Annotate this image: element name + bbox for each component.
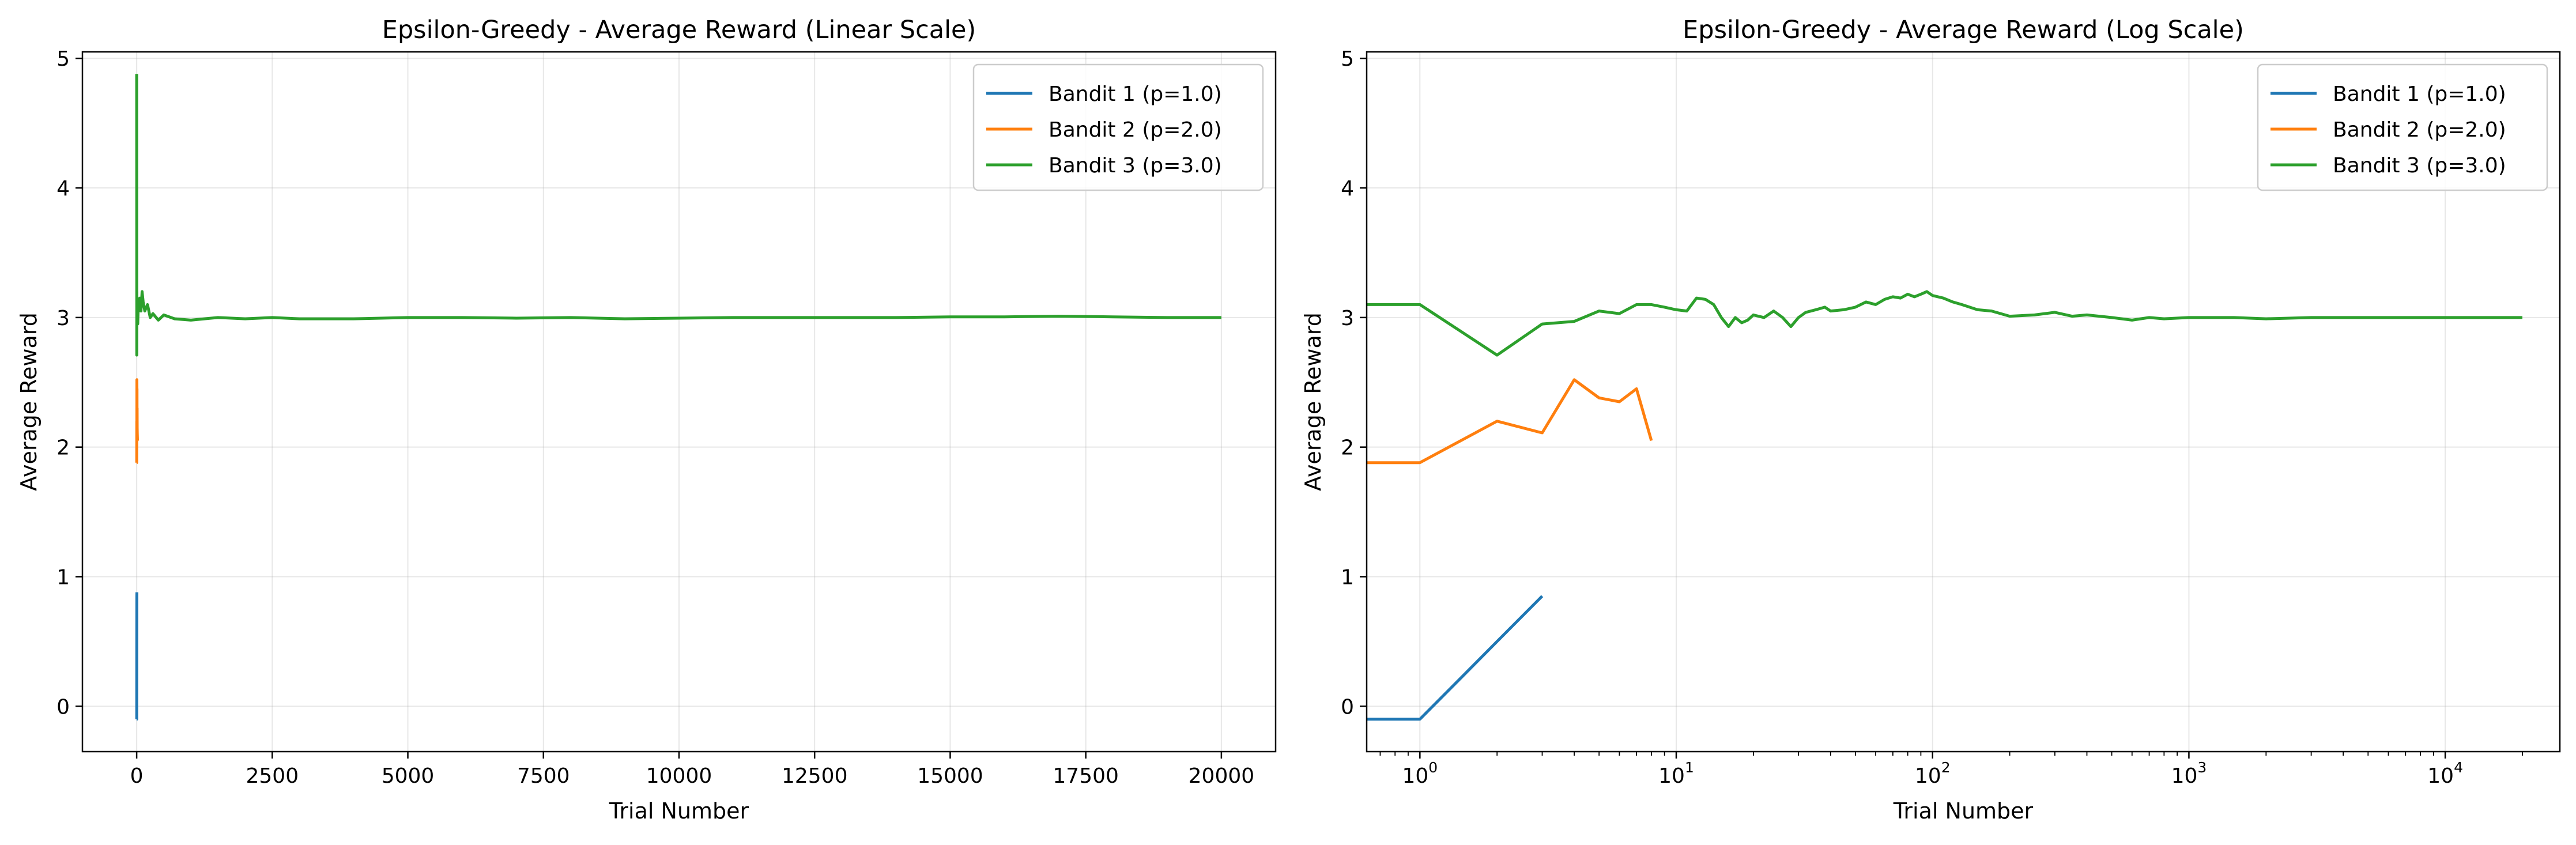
y-tick-label: 5 xyxy=(1341,47,1354,71)
x-tick-label: 10000 xyxy=(646,764,712,788)
legend: Bandit 1 (p=1.0) Bandit 2 (p=2.0) Bandit 3… xyxy=(972,63,1264,191)
x-tick-label: 0 xyxy=(130,764,144,788)
legend-label-3: Bandit 3 (p=3.0) xyxy=(1048,154,1222,178)
legend-label-3: Bandit 3 (p=3.0) xyxy=(2333,154,2506,178)
x-tick-label: 5000 xyxy=(382,764,435,788)
x-tick-label: 100 xyxy=(1402,759,1438,788)
series-line-1 xyxy=(1367,595,1544,721)
y-tick-label: 0 xyxy=(1341,695,1354,719)
legend-box xyxy=(2257,63,2548,191)
y-tick-label: 1 xyxy=(56,566,70,590)
legend-label-2: Bandit 2 (p=2.0) xyxy=(2333,118,2506,142)
chart-title: Epsilon-Greedy - Average Reward (Log Sca… xyxy=(1683,16,2244,44)
y-tick-label: 4 xyxy=(56,177,70,201)
x-tick-label: 17500 xyxy=(1053,764,1119,788)
x-tick-label: 12500 xyxy=(782,764,848,788)
chart-linear-scale: 0 2500 5000 7500 10000 12500 15000 17500 20000 0 1… xyxy=(16,16,1277,824)
y-tick-label: 3 xyxy=(1341,307,1354,330)
y-tick-label: 4 xyxy=(1341,177,1354,201)
legend-label-2: Bandit 2 (p=2.0) xyxy=(1048,118,1222,142)
legend-label-1: Bandit 1 (p=1.0) xyxy=(2333,82,2506,106)
x-tick-label: 101 xyxy=(1658,759,1694,788)
x-tick-label: 20000 xyxy=(1189,764,1255,788)
y-tick-label: 2 xyxy=(56,436,70,460)
y-tick-label: 1 xyxy=(1341,566,1354,590)
x-tick-label: 7500 xyxy=(517,764,570,788)
y-tick-label: 5 xyxy=(56,47,70,71)
x-tick-label: 2500 xyxy=(246,764,299,788)
legend: Bandit 1 (p=1.0) Bandit 2 (p=2.0) Bandit 3… xyxy=(2257,63,2548,191)
x-tick-label: 15000 xyxy=(917,764,983,788)
y-tick-label: 3 xyxy=(56,307,70,330)
y-axis-label: Average Reward xyxy=(1300,312,1326,491)
chart-title: Epsilon-Greedy - Average Reward (Linear … xyxy=(382,16,976,44)
series-line-3 xyxy=(1367,290,2522,357)
x-tick-label: 102 xyxy=(1915,759,1951,788)
y-tick-label: 0 xyxy=(56,695,70,719)
x-tick-label: 103 xyxy=(2171,759,2207,788)
x-axis-label: Trial Number xyxy=(609,798,749,824)
series-line-3 xyxy=(135,74,1221,357)
y-axis-label: Average Reward xyxy=(16,312,42,491)
legend-label-1: Bandit 1 (p=1.0) xyxy=(1048,82,1222,106)
series-line-2 xyxy=(1367,378,1653,465)
legend-box xyxy=(972,63,1264,191)
axes-frame xyxy=(1366,51,2561,753)
x-axis-label: Trial Number xyxy=(1893,798,2034,824)
y-tick-label: 2 xyxy=(1341,436,1354,460)
chart-log-scale: 100 101 102 103 104 0 1 2 3 4 5 Epsilon-Greedy - Av… xyxy=(1300,16,2561,824)
x-tick-label: 104 xyxy=(2427,759,2463,788)
